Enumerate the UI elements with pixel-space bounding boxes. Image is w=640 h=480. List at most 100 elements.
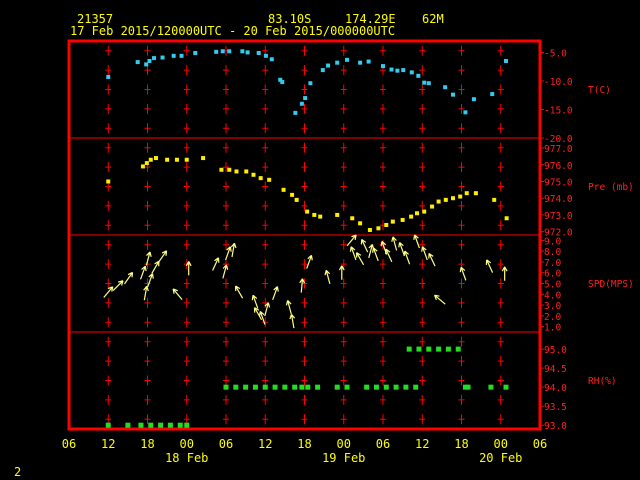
grid-cross [144, 142, 151, 153]
y-tick-label: 93.0 [544, 421, 567, 432]
panel-label-temperature: T(C) [588, 85, 611, 96]
grid-cross [183, 239, 190, 250]
temperature-point [171, 53, 176, 58]
rh-point [138, 422, 144, 428]
pressure-point [184, 157, 189, 162]
grid-cross [458, 356, 465, 367]
grid-cross [105, 414, 112, 425]
date-label: 19 Feb [322, 451, 365, 465]
rh-point [364, 384, 370, 390]
pressure-point [367, 227, 372, 232]
wind-arrow [501, 266, 508, 281]
grid-cross [380, 414, 386, 425]
grid-cross [419, 181, 426, 192]
grid-cross [419, 142, 426, 153]
grid-cross [262, 103, 269, 114]
grid-cross [458, 123, 465, 134]
wind-arrow [338, 265, 345, 280]
wind-arrow [147, 273, 154, 288]
y-tick-label: 95.0 [544, 345, 567, 356]
rh-point [416, 346, 422, 352]
grid-cross [262, 220, 269, 231]
grid-cross [458, 239, 465, 250]
grid-cross [497, 181, 504, 192]
grid-cross [419, 375, 426, 386]
grid-cross [262, 200, 269, 211]
y-tick-label: 5.0 [544, 280, 561, 291]
temperature-point [160, 55, 165, 60]
grid-cross [262, 317, 269, 328]
grid-cross [223, 142, 229, 153]
grid-cross [223, 297, 229, 308]
grid-cross [144, 123, 151, 134]
grid-cross [458, 317, 465, 328]
grid-cross [262, 336, 269, 347]
grid-cross [183, 103, 190, 114]
rh-point [462, 384, 468, 390]
grid-cross [497, 220, 504, 231]
pressure-point [350, 216, 355, 221]
grid-cross [144, 414, 151, 425]
grid-cross [144, 84, 151, 95]
grid-cross [105, 162, 112, 173]
y-tick-label: 1.0 [544, 323, 561, 334]
grid-cross [301, 317, 308, 328]
grid-cross [419, 278, 426, 289]
grid-cross [183, 317, 190, 328]
grid-cross [105, 65, 112, 76]
grid-cross [105, 297, 112, 308]
rh-point [305, 384, 311, 390]
wind-arrow [285, 300, 292, 315]
grid-cross [497, 259, 504, 270]
temperature-point [416, 73, 421, 78]
grid-cross [340, 162, 347, 173]
grid-cross [105, 220, 112, 231]
wind-arrow [222, 264, 229, 279]
grid-cross [144, 356, 151, 367]
rh-point [445, 346, 451, 352]
grid-cross [301, 239, 308, 250]
time-period: 17 Feb 2015/120000UTC - 20 Feb 2015/0000… [70, 24, 395, 38]
rh-point [292, 384, 298, 390]
pressure-point [258, 176, 263, 181]
grid-cross [380, 356, 386, 367]
grid-cross [497, 336, 504, 347]
grid-cross [301, 65, 308, 76]
grid-cross [262, 239, 269, 250]
temperature-point [471, 97, 476, 102]
pressure-point [165, 157, 170, 162]
grid-cross [105, 84, 112, 95]
grid-cross [458, 142, 465, 153]
grid-cross [419, 220, 426, 231]
y-tick-label: 2.0 [544, 312, 561, 323]
temperature-point [299, 101, 304, 106]
temperature-point [395, 68, 400, 73]
rh-point [177, 422, 183, 428]
y-tick-label: 94.5 [544, 364, 567, 375]
y-tick-label: 8.0 [544, 247, 561, 258]
grid-cross [183, 162, 190, 173]
x-tick-label: 06 [62, 437, 76, 451]
grid-cross [380, 84, 386, 95]
pressure-point [415, 211, 420, 216]
grid-cross [340, 297, 347, 308]
grid-cross [183, 65, 190, 76]
grid-cross [223, 200, 229, 211]
grid-cross [144, 239, 151, 250]
wind-arrow [428, 252, 436, 267]
grid-cross [301, 356, 308, 367]
x-tick-label: 18 [297, 437, 311, 451]
panel-label-wind: SPD(MPS) [588, 279, 634, 290]
grid-cross [183, 142, 190, 153]
grid-cross [380, 375, 386, 386]
grid-cross [380, 142, 386, 153]
temperature-point [358, 60, 363, 65]
wind-arrow [225, 246, 232, 261]
pressure-point [436, 199, 441, 204]
grid-cross [301, 84, 308, 95]
rh-point [393, 384, 399, 390]
grid-cross [223, 375, 229, 386]
grid-cross [301, 123, 308, 134]
wind-arrow [151, 260, 160, 274]
longitude: 174.29E [345, 12, 396, 26]
